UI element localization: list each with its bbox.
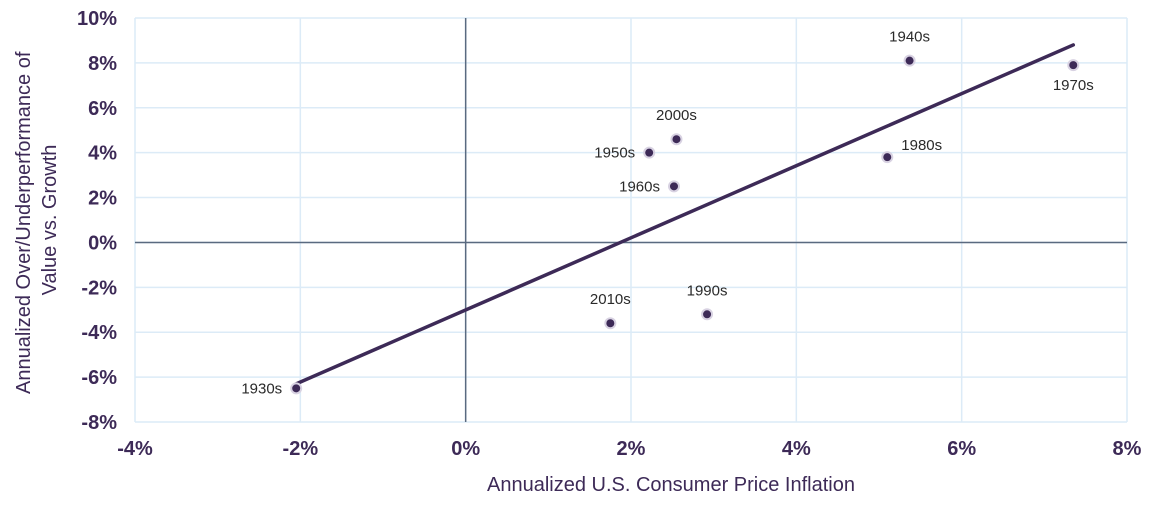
data-point-1930s <box>290 382 303 395</box>
data-point-1980s <box>881 151 894 164</box>
data-points <box>290 54 1080 395</box>
point-label-1940s: 1940s <box>889 29 930 46</box>
y-tick-label: 0% <box>88 232 117 254</box>
point-labels: 1930s 1940s 1950s 1960s 1970s 1980s 1990s 2000s… <box>241 29 1093 398</box>
point-label-2010s: 2010s <box>590 291 631 308</box>
y-tick-label: -6% <box>81 367 117 389</box>
y-tick-label: 10% <box>77 8 117 30</box>
y-axis-title-line-2: Value vs. Growth <box>39 145 61 296</box>
y-tick-label: 6% <box>88 98 117 120</box>
x-tick-label: 4% <box>782 438 811 460</box>
data-point-2010s <box>604 317 617 330</box>
point-label-1930s: 1930s <box>241 380 282 397</box>
x-tick-label: 8% <box>1113 438 1142 460</box>
y-axis-title: Annualized Over/Underperformance of Valu… <box>13 46 61 394</box>
data-point-1940s <box>903 54 916 67</box>
y-tick-label: 4% <box>88 143 117 165</box>
y-tick-label: -2% <box>81 277 117 299</box>
data-point-1990s <box>701 308 714 321</box>
x-tick-label: 2% <box>617 438 646 460</box>
point-label-1970s: 1970s <box>1053 77 1094 94</box>
data-point-1960s <box>667 180 680 193</box>
point-label-1960s: 1960s <box>619 178 660 195</box>
point-label-1980s: 1980s <box>901 137 942 154</box>
point-label-1950s: 1950s <box>594 145 635 162</box>
data-point-1970s <box>1067 59 1080 72</box>
grid-lines <box>134 17 1128 423</box>
point-label-2000s: 2000s <box>656 107 697 124</box>
data-point-2000s <box>670 133 683 146</box>
x-tick-labels: -4% -2% 0% 2% 4% 6% 8% <box>117 438 1141 460</box>
x-tick-label: -4% <box>117 438 153 460</box>
y-tick-labels: -8% -6% -4% -2% 0% 2% 4% 6% 8% 10% <box>77 8 117 434</box>
point-label-1990s: 1990s <box>687 282 728 299</box>
y-tick-label: -8% <box>81 412 117 434</box>
x-tick-label: 0% <box>451 438 480 460</box>
y-tick-label: -4% <box>81 322 117 344</box>
x-tick-label: 6% <box>947 438 976 460</box>
y-tick-label: 2% <box>88 188 117 210</box>
x-tick-label: -2% <box>283 438 319 460</box>
y-tick-label: 8% <box>88 53 117 75</box>
data-point-1950s <box>643 146 656 159</box>
trendline-layer <box>294 43 1076 386</box>
zero-axes <box>135 18 1127 422</box>
x-axis-title: Annualized U.S. Consumer Price Inflation <box>487 474 855 496</box>
y-axis-title-line-1: Annualized Over/Underperformance of <box>13 51 35 394</box>
trendline <box>294 43 1076 386</box>
